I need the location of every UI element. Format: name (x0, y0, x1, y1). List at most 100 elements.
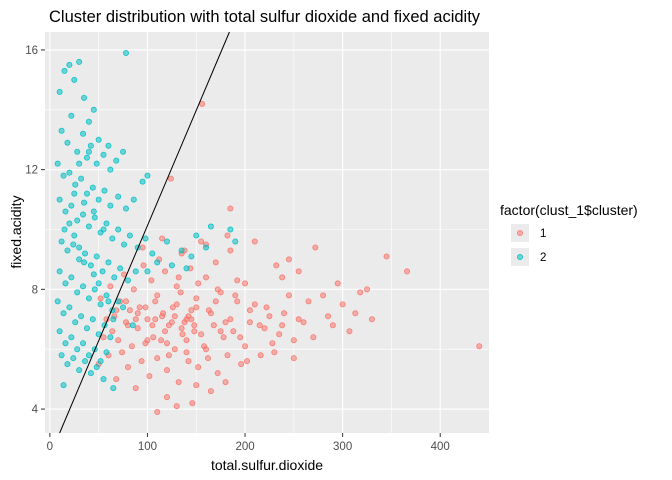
separator-line (59, 31, 230, 434)
data-point-cluster-2 (188, 253, 195, 260)
data-point-cluster-2 (58, 352, 65, 359)
data-point-cluster-2 (142, 235, 149, 242)
data-point-cluster-2 (117, 265, 124, 272)
data-point-cluster-2 (72, 181, 79, 188)
data-point-cluster-1 (100, 334, 107, 341)
data-point-cluster-2 (74, 346, 81, 353)
data-point-cluster-2 (120, 304, 127, 311)
data-point-cluster-1 (203, 346, 210, 353)
data-point-cluster-2 (203, 244, 210, 251)
data-point-cluster-1 (146, 373, 153, 380)
data-point-cluster-1 (257, 352, 264, 359)
chart-title: Cluster distribution with total sulfur d… (49, 8, 481, 26)
data-point-cluster-2 (107, 202, 114, 209)
data-point-cluster-2 (64, 361, 71, 368)
legend-title: factor(clust_1$cluster) (500, 202, 638, 218)
data-point-cluster-1 (181, 319, 188, 326)
y-axis-title: fixed.acidity (8, 195, 24, 268)
data-point-cluster-1 (290, 355, 297, 362)
data-point-cluster-2 (76, 244, 83, 251)
data-point-cluster-2 (110, 385, 117, 392)
data-point-cluster-1 (320, 292, 327, 299)
legend-marker-1 (517, 229, 524, 236)
data-point-cluster-1 (214, 286, 221, 293)
data-point-cluster-1 (167, 175, 174, 182)
data-point-cluster-1 (177, 289, 184, 296)
data-point-cluster-1 (404, 268, 411, 275)
data-point-cluster-1 (217, 328, 224, 335)
data-point-cluster-2 (89, 184, 96, 191)
data-point-cluster-2 (68, 334, 75, 341)
data-point-cluster-2 (90, 106, 97, 113)
data-point-cluster-1 (193, 304, 200, 311)
data-point-cluster-1 (159, 235, 166, 242)
data-point-cluster-2 (83, 325, 90, 332)
data-point-cluster-1 (138, 358, 145, 365)
data-point-cluster-2 (97, 301, 104, 308)
data-point-cluster-1 (271, 349, 278, 356)
data-point-cluster-1 (220, 334, 227, 341)
data-point-cluster-2 (115, 226, 122, 233)
data-point-cluster-1 (246, 307, 253, 314)
data-point-cluster-2 (139, 178, 146, 185)
x-tick-label: 0 (47, 441, 53, 453)
data-point-cluster-1 (97, 295, 104, 302)
data-point-cluster-1 (281, 310, 288, 317)
data-point-cluster-1 (295, 316, 302, 323)
data-point-cluster-1 (232, 292, 239, 299)
x-tick-label: 300 (333, 441, 352, 453)
data-point-cluster-1 (237, 334, 244, 341)
data-point-cluster-2 (70, 355, 77, 362)
data-point-cluster-2 (109, 235, 116, 242)
data-point-cluster-2 (61, 226, 68, 233)
data-point-cluster-1 (251, 238, 258, 245)
data-point-cluster-1 (285, 292, 292, 299)
data-point-cluster-1 (171, 313, 178, 320)
data-point-cluster-2 (89, 316, 96, 323)
data-point-cluster-1 (134, 310, 141, 317)
data-point-cluster-2 (76, 160, 83, 167)
data-point-cluster-2 (124, 277, 131, 284)
data-point-cluster-1 (324, 313, 331, 320)
y-tick-label: 4 (32, 404, 39, 416)
data-point-cluster-1 (188, 307, 195, 314)
data-point-cluster-2 (144, 268, 151, 275)
x-axis-ticks: 0 100 200 300 400 (47, 433, 450, 453)
data-point-cluster-1 (234, 298, 241, 305)
data-point-cluster-2 (66, 169, 73, 176)
data-point-cluster-1 (285, 256, 292, 263)
data-point-cluster-2 (66, 220, 73, 227)
data-point-cluster-2 (64, 139, 71, 146)
plot-panel (45, 32, 489, 433)
data-point-cluster-1 (227, 247, 234, 254)
data-point-cluster-1 (357, 289, 364, 296)
data-point-cluster-1 (230, 328, 237, 335)
data-point-cluster-1 (159, 313, 166, 320)
x-tick-label: 200 (235, 441, 254, 453)
data-point-cluster-1 (276, 331, 283, 338)
data-point-cluster-1 (168, 319, 175, 326)
data-point-cluster-2 (91, 286, 98, 293)
data-point-cluster-2 (56, 328, 63, 335)
data-point-cluster-2 (95, 196, 102, 203)
y-tick-label: 12 (25, 165, 38, 177)
data-point-cluster-2 (76, 256, 83, 263)
data-point-cluster-1 (261, 325, 268, 332)
data-point-cluster-1 (312, 244, 319, 251)
data-point-cluster-1 (193, 382, 200, 389)
data-point-cluster-2 (85, 352, 92, 359)
data-point-cluster-2 (85, 118, 92, 125)
data-point-cluster-1 (136, 304, 143, 311)
data-point-cluster-1 (162, 268, 169, 275)
data-point-cluster-1 (242, 343, 249, 350)
data-point-cluster-2 (56, 196, 63, 203)
data-point-cluster-1 (207, 388, 214, 395)
data-point-cluster-1 (266, 313, 273, 320)
data-point-cluster-2 (81, 199, 88, 206)
data-point-cluster-1 (295, 268, 302, 275)
y-tick-label: 16 (25, 45, 38, 57)
data-point-cluster-2 (100, 376, 107, 383)
data-point-cluster-1 (115, 337, 122, 344)
data-point-cluster-1 (263, 304, 270, 311)
data-point-cluster-1 (119, 349, 126, 356)
